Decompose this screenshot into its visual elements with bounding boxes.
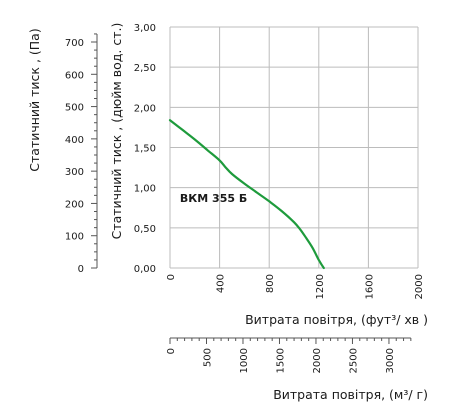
x-tick-label-cfm: 1200 bbox=[315, 274, 326, 299]
x-axis-title-cmh-main: Витрата повітря bbox=[273, 387, 381, 402]
series: ВКМ 355 Б bbox=[168, 119, 325, 270]
tick-labels: 0,00 0,50 1,00 1,50 2,00 2,50 3,00 0 400 800 1200 1… bbox=[65, 23, 425, 373]
y-tick-label-inh2o: 0,00 bbox=[134, 264, 156, 275]
x-tick-label-cfm: 1600 bbox=[364, 274, 375, 299]
y-tick-label-pa: 400 bbox=[65, 135, 84, 146]
y-axis-title-inh2o: Статичний тиск , (дюйм вод. ст.) bbox=[109, 23, 124, 240]
y-tick-label-pa: 0 bbox=[78, 264, 84, 275]
axes bbox=[96, 33, 411, 339]
y-tick-label-pa: 600 bbox=[65, 70, 84, 81]
x-tick-label-cmh: 2500 bbox=[348, 348, 359, 373]
y-tick-label-inh2o: 2,50 bbox=[134, 63, 156, 74]
x-tick-label-cfm: 400 bbox=[216, 274, 227, 293]
y-tick-label-pa: 200 bbox=[65, 199, 84, 210]
x-tick-label-cfm: 2000 bbox=[414, 274, 425, 299]
series-curve bbox=[168, 119, 325, 270]
x-tick-label-cmh: 1500 bbox=[275, 348, 286, 373]
y-tick-label-pa: 100 bbox=[65, 232, 84, 243]
grid bbox=[169, 26, 419, 269]
x-tick-label-cmh: 2000 bbox=[312, 348, 323, 373]
x-tick-label-cfm: 0 bbox=[166, 274, 177, 280]
y-tick-label-pa: 700 bbox=[65, 38, 84, 49]
x-axis-title-cfm: Витрата повітря, (фут³/ хв ) bbox=[245, 312, 428, 327]
y-tick-label-pa: 300 bbox=[65, 167, 84, 178]
y-tick-label-inh2o: 0,50 bbox=[134, 224, 156, 235]
y-axis-title-pa: Статичний тиск , (Па) bbox=[27, 28, 42, 171]
y-tick-label-inh2o: 1,00 bbox=[134, 184, 156, 195]
x-tick-label-cmh: 1000 bbox=[239, 348, 250, 373]
y-tick-label-inh2o: 3,00 bbox=[134, 23, 156, 34]
x-tick-label-cfm: 800 bbox=[265, 274, 276, 293]
series-label: ВКМ 355 Б bbox=[180, 192, 247, 205]
y-tick-label-pa: 500 bbox=[65, 103, 84, 114]
y-tick-label-inh2o: 2,00 bbox=[134, 103, 156, 114]
y-tick-label-inh2o: 1,50 bbox=[134, 144, 156, 155]
x-axis-title-cfm-main: Витрата повітря bbox=[245, 312, 353, 327]
x-axis-title-cmh-unit: , (м³/ г) bbox=[381, 387, 428, 402]
x-axis-title-cfm-unit: , (фут³/ хв ) bbox=[353, 312, 428, 327]
x-axis-title-cmh: Витрата повітря, (м³/ г) bbox=[273, 387, 428, 402]
x-tick-label-cmh: 0 bbox=[166, 348, 177, 354]
x-tick-label-cmh: 3000 bbox=[385, 348, 396, 373]
x-tick-label-cmh: 500 bbox=[202, 348, 213, 367]
